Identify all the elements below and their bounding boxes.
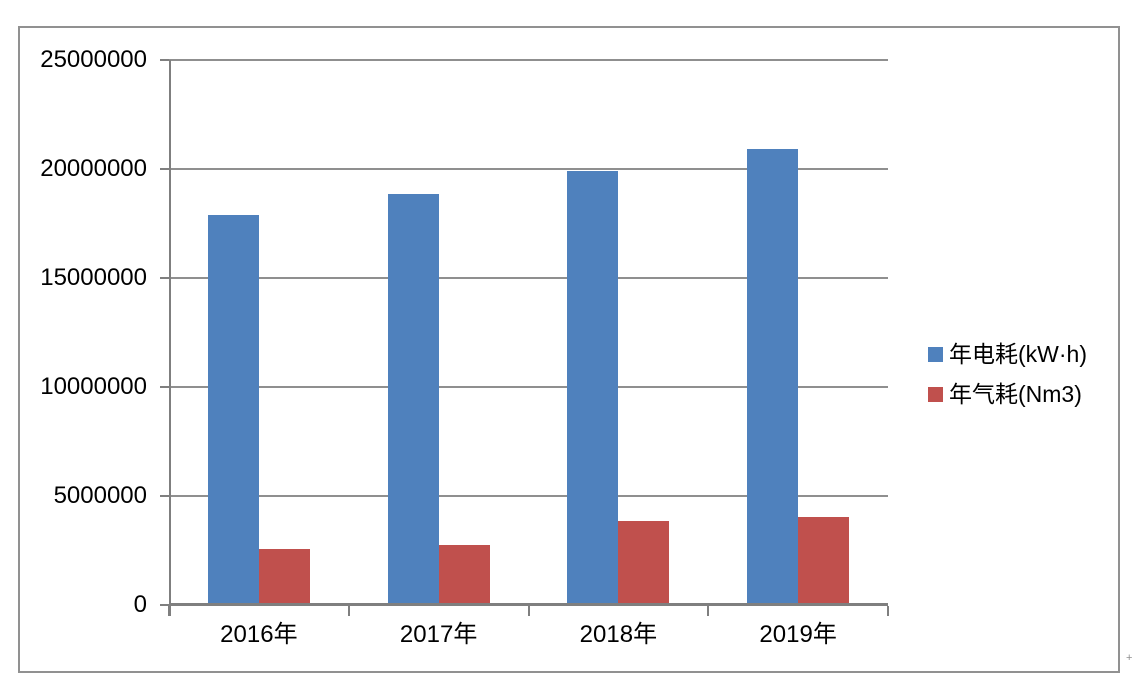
legend: 年电耗(kW·h) 年气耗(Nm3) bbox=[928, 340, 1087, 408]
x-tick-label: 2016年 bbox=[220, 621, 298, 648]
y-tick-label: 15000000 bbox=[40, 264, 147, 291]
legend-item-electricity: 年电耗(kW·h) bbox=[928, 340, 1087, 368]
y-axis-tick bbox=[160, 277, 169, 279]
gridline-20000000 bbox=[169, 168, 888, 170]
x-axis-tick bbox=[168, 606, 170, 616]
x-axis-line bbox=[169, 603, 888, 606]
x-tick-label: 2017年 bbox=[399, 621, 478, 648]
y-tick-label: 10000000 bbox=[40, 373, 147, 400]
gridline-5000000 bbox=[169, 495, 888, 497]
x-axis-tick bbox=[527, 606, 530, 616]
y-axis-line bbox=[169, 60, 171, 616]
bar-年电耗(kW·h)-2016年 bbox=[207, 214, 259, 605]
gridline-15000000 bbox=[169, 277, 888, 279]
x-axis-tick bbox=[707, 606, 710, 616]
bar-年气耗(Nm3)-2018年 bbox=[618, 521, 670, 605]
gridline-10000000 bbox=[169, 386, 888, 388]
x-axis-tick bbox=[887, 606, 889, 616]
legend-label-electricity: 年电耗(kW·h) bbox=[949, 341, 1087, 367]
bar-年电耗(kW·h)-2017年 bbox=[387, 194, 439, 605]
bar-年电耗(kW·h)-2018年 bbox=[567, 171, 619, 605]
gridline-25000000 bbox=[169, 59, 888, 61]
bar-年电耗(kW·h)-2019年 bbox=[747, 149, 799, 605]
legend-swatch-red-icon bbox=[928, 386, 943, 402]
y-tick-label: 25000000 bbox=[40, 46, 147, 73]
y-axis-tick bbox=[160, 604, 169, 606]
x-tick-label: 2018年 bbox=[579, 621, 658, 648]
margin-mark-artifact: + bbox=[1126, 652, 1133, 664]
bar-年气耗(Nm3)-2017年 bbox=[438, 545, 490, 605]
plot-area bbox=[169, 59, 888, 616]
y-axis-tick bbox=[160, 59, 169, 61]
x-tick-label: 2019年 bbox=[759, 621, 837, 648]
bar-年气耗(Nm3)-2019年 bbox=[798, 516, 850, 605]
bar-年气耗(Nm3)-2016年 bbox=[258, 549, 310, 605]
legend-label-gas: 年气耗(Nm3) bbox=[949, 381, 1082, 407]
legend-item-gas: 年气耗(Nm3) bbox=[928, 380, 1087, 408]
y-tick-label: 5000000 bbox=[53, 482, 147, 509]
legend-swatch-blue-icon bbox=[928, 346, 943, 362]
y-tick-label: 0 bbox=[133, 591, 147, 618]
chart-frame: 年电耗(kW·h) 年气耗(Nm3) 25000000 20000000 15000… bbox=[18, 26, 1120, 673]
x-axis-tick bbox=[347, 606, 350, 616]
y-axis-tick bbox=[160, 495, 169, 497]
y-axis-tick bbox=[160, 168, 169, 170]
y-axis-tick bbox=[160, 386, 169, 388]
y-tick-label: 20000000 bbox=[40, 155, 147, 182]
